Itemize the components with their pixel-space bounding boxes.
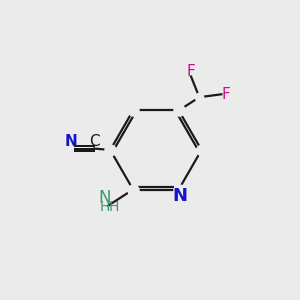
Text: N: N	[98, 189, 111, 207]
Text: F: F	[221, 87, 230, 102]
Text: H: H	[108, 200, 118, 214]
Text: N: N	[173, 187, 188, 205]
Text: C: C	[89, 134, 99, 149]
Text: N: N	[65, 134, 78, 149]
Text: F: F	[187, 64, 196, 79]
Text: H: H	[99, 200, 110, 214]
